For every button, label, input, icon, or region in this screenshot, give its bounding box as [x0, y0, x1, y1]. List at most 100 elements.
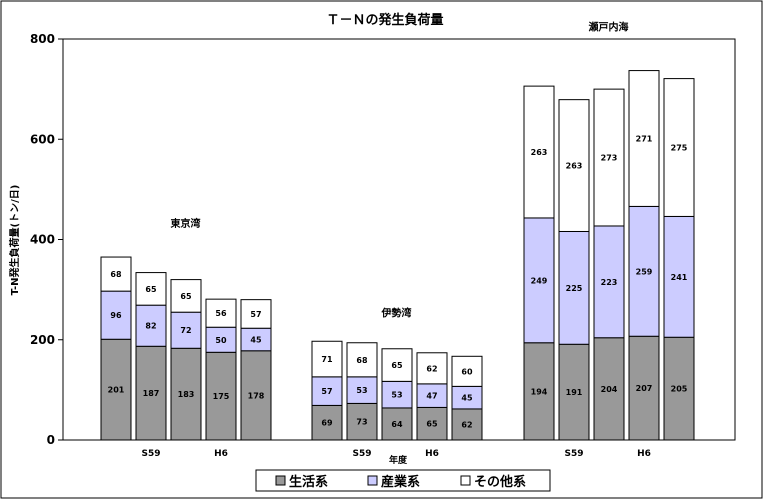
data-label: 65 [426, 420, 438, 429]
chart-title: Ｔ－Ｎの発生負荷量 [326, 12, 443, 28]
y-tick-label: 0 [47, 433, 55, 447]
bar-segment [593, 88, 625, 227]
data-label: 57 [321, 387, 332, 396]
y-tick-label: 200 [30, 333, 55, 347]
data-label: 53 [356, 386, 367, 395]
data-label: 73 [356, 418, 367, 427]
data-label: 249 [531, 276, 548, 285]
group-label: 東京湾 [171, 217, 201, 230]
x-tick-label: H6 [214, 449, 228, 459]
bar-segment [205, 298, 237, 328]
legend-label: 生活系 [289, 474, 328, 490]
data-label: 45 [250, 335, 262, 344]
bar-segment [593, 337, 625, 441]
data-label: 71 [321, 355, 333, 364]
data-label: 50 [215, 336, 227, 345]
data-label: 62 [461, 420, 472, 429]
bar-segment [416, 406, 448, 441]
data-label: 201 [108, 386, 125, 395]
data-label: 187 [143, 389, 160, 398]
x-tick-label: S59 [141, 449, 160, 459]
bar-segment [170, 347, 202, 441]
bar-segment [170, 279, 202, 313]
bar-segment [558, 99, 590, 232]
data-label: 69 [321, 419, 333, 428]
data-label: 47 [426, 392, 437, 401]
data-label: 65 [391, 361, 403, 370]
bar-segment [240, 350, 272, 441]
bar-segment [311, 340, 343, 378]
x-labels-layer: S59 H6 S59 H6 S59 H6 [141, 449, 650, 459]
data-label: 60 [461, 367, 473, 376]
legend-swatch [460, 475, 471, 486]
bar-segment [523, 342, 555, 441]
group-label: 瀬戸内海 [589, 21, 629, 34]
bar-segment [663, 336, 695, 441]
y-tick-label: 600 [30, 132, 55, 146]
bar-segment [100, 290, 132, 340]
x-tick-label: S59 [352, 449, 371, 459]
bar-segment [628, 70, 660, 207]
data-label: 68 [110, 270, 122, 279]
legend-swatch [367, 475, 378, 486]
y-tick-label: 400 [30, 233, 55, 247]
data-label: 204 [601, 385, 618, 394]
bar-segment [558, 230, 590, 345]
y-axis-label: T-N発生負荷量(トン/日) [8, 185, 21, 296]
data-label: 53 [391, 391, 402, 400]
data-label: 263 [566, 162, 583, 171]
data-label: 241 [671, 273, 688, 282]
bar-segment [381, 380, 413, 409]
bar-segment [135, 304, 167, 347]
data-label: 207 [636, 384, 653, 393]
bar-segment [523, 85, 555, 219]
data-label: 275 [671, 144, 688, 153]
bar-segment [135, 345, 167, 441]
bar-segment [381, 348, 413, 382]
legend-label: 産業系 [381, 474, 420, 490]
bar-segment [346, 342, 378, 378]
data-label: 72 [180, 326, 191, 335]
data-label: 68 [356, 356, 368, 365]
bar-segment [593, 225, 625, 339]
data-label: 178 [248, 391, 265, 400]
bar-segment [416, 352, 448, 385]
y-tick-label: 800 [30, 32, 55, 46]
data-label: 205 [671, 385, 688, 394]
x-tick-label: S59 [564, 449, 583, 459]
bar-segment [240, 299, 272, 329]
bar-segment [381, 407, 413, 441]
data-label: 273 [601, 154, 618, 163]
data-label: 191 [566, 388, 583, 397]
data-label: 64 [391, 420, 403, 429]
data-label: 65 [180, 292, 192, 301]
legend-swatch [275, 475, 286, 486]
bars-layer: 201 96 68 187 82 65 183 72 65 175 50 56 178 45 57 東京湾 69… [100, 21, 695, 441]
data-label: 259 [636, 267, 653, 276]
bar-segment [663, 78, 695, 217]
bar-segment [628, 335, 660, 441]
data-label: 183 [178, 390, 195, 399]
group-label: 伊勢湾 [381, 306, 412, 319]
legend-label: その他系 [474, 474, 526, 490]
bar-segment [100, 256, 132, 292]
y-axis: 0 200 400 600 800 [30, 32, 63, 447]
data-label: 96 [110, 311, 122, 320]
data-label: 45 [461, 394, 473, 403]
legend-box [255, 469, 551, 492]
data-label: 56 [215, 309, 227, 318]
bar-segment [170, 311, 202, 349]
data-label: 263 [531, 148, 548, 157]
data-label: 271 [636, 134, 653, 143]
data-label: 82 [145, 322, 156, 331]
bar-segment [135, 272, 167, 306]
data-label: 65 [145, 285, 157, 294]
bar-segment [451, 355, 483, 387]
x-axis-label: 年度 [389, 454, 408, 466]
bar-segment [311, 376, 343, 406]
bar-segment [205, 351, 237, 441]
data-label: 223 [601, 278, 618, 287]
bar-segment [628, 205, 660, 337]
data-label: 194 [531, 387, 548, 396]
